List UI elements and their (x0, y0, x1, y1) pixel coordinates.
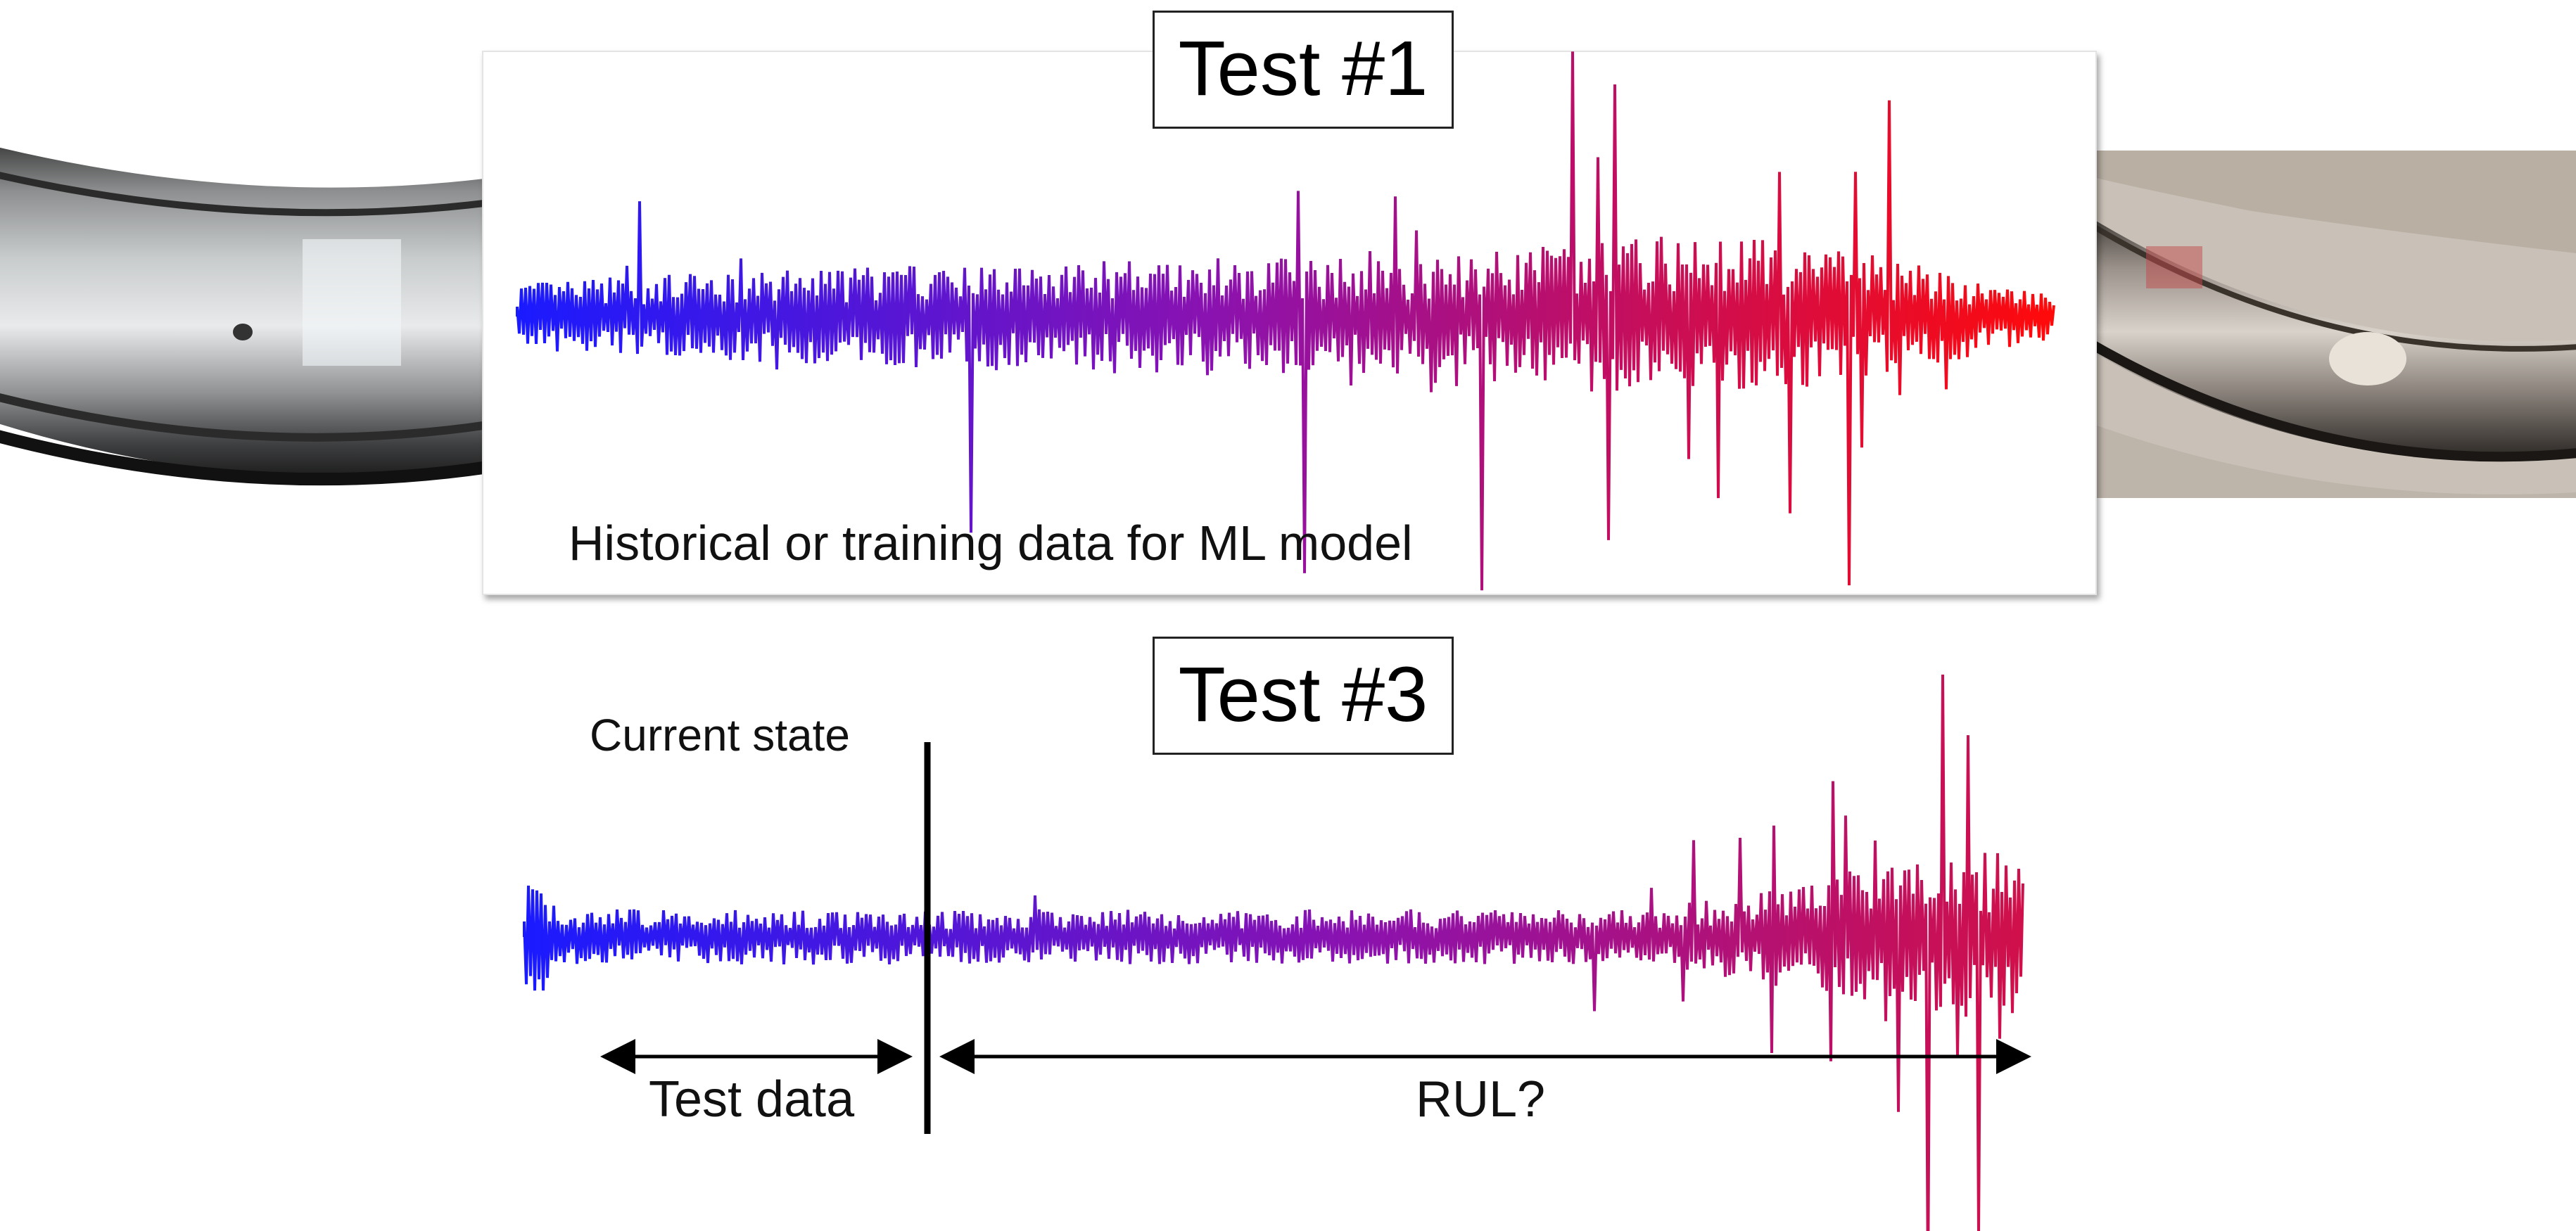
test3-title: Test #3 (1153, 637, 1454, 755)
current-state-label: Current state (590, 710, 850, 760)
test-data-label: Test data (649, 1071, 855, 1128)
rul-label: RUL? (1416, 1071, 1546, 1128)
test1-panel (482, 51, 2097, 595)
test1-title: Test #1 (1153, 11, 1454, 129)
training-data-caption: Historical or training data for ML model (569, 516, 1413, 570)
